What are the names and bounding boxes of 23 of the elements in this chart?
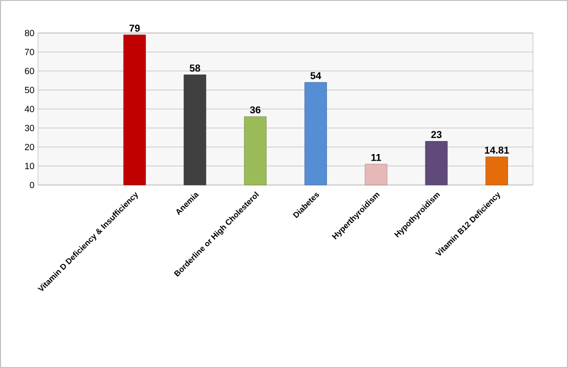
- bar: [304, 82, 327, 186]
- bar: [364, 164, 388, 186]
- data-label: 36: [250, 106, 261, 114]
- y-tick-label: 10: [25, 162, 34, 170]
- data-label: 58: [190, 64, 200, 72]
- bar: [425, 141, 448, 186]
- y-tick-label: 0: [30, 182, 34, 188]
- y-tick-label: 20: [24, 144, 34, 150]
- bar: [486, 156, 508, 186]
- data-label: 79: [129, 24, 140, 32]
- y-tick-label: 50: [24, 86, 34, 94]
- y-tick-label: 80: [24, 30, 34, 36]
- data-label: 14.81: [484, 146, 509, 154]
- bar: [244, 116, 267, 186]
- y-tick-label: 70: [24, 48, 34, 56]
- bar: [123, 34, 146, 186]
- y-tick-label: 30: [24, 124, 34, 132]
- y-tick-label: 60: [24, 68, 34, 74]
- y-tick-label: 40: [24, 106, 34, 112]
- data-label: 54: [310, 72, 322, 80]
- data-label: 11: [371, 154, 382, 161]
- data-label: 23: [431, 131, 442, 138]
- bar: [184, 74, 206, 186]
